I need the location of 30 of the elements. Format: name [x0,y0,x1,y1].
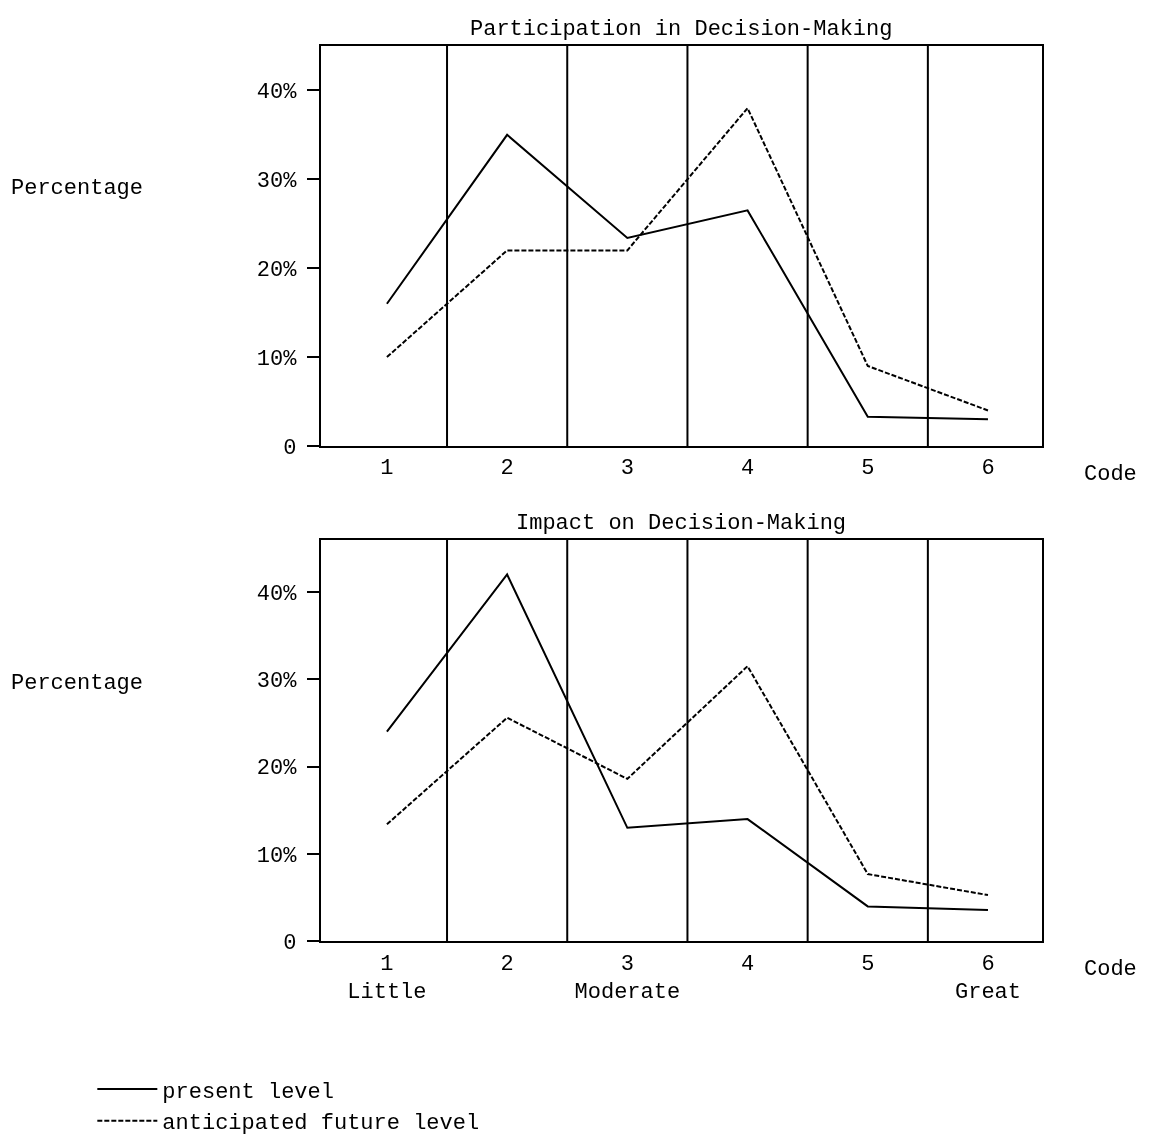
y-axis-title: Percentage [11,671,144,696]
x-tick-label: 1 Little [347,951,427,1006]
y-tick-label: 30% [256,168,298,194]
x-tick-label: 4 [740,951,755,977]
y-tick-label: 20% [256,257,298,283]
x-tick-label: 4 [740,456,755,482]
y-tick-label: 20% [256,756,298,782]
y-tick-label: 0 [283,435,297,461]
chart-title: Participation in Decision-Making [470,17,893,42]
legend-label: anticipated future level [162,1111,480,1137]
y-tick-label: 30% [256,669,298,695]
x-tick-label: 5 [861,456,875,482]
x-tick-label: 2 [500,456,514,482]
x-tick-label: 6 [981,456,995,482]
x-tick-label: 3 [620,456,634,482]
x-tick-label: 3 Moderate [574,951,681,1006]
x-tick-label: 1 [380,456,394,482]
y-tick-label: 40% [256,80,298,106]
y-axis-title: Percentage [11,176,144,201]
chart-title: Impact on Decision-Making [516,511,847,536]
y-tick-label: 0 [283,931,297,957]
x-axis-title: Code [1084,462,1137,487]
y-tick-label: 40% [256,581,298,607]
x-tick-label: 6 Great [954,951,1021,1006]
y-tick-label: 10% [256,346,298,372]
legend-label: present level [162,1079,334,1105]
x-tick-label: 5 [861,951,875,977]
y-tick-label: 10% [256,843,298,869]
x-tick-label: 2 [500,951,514,977]
x-axis-title: Code [1084,957,1137,982]
